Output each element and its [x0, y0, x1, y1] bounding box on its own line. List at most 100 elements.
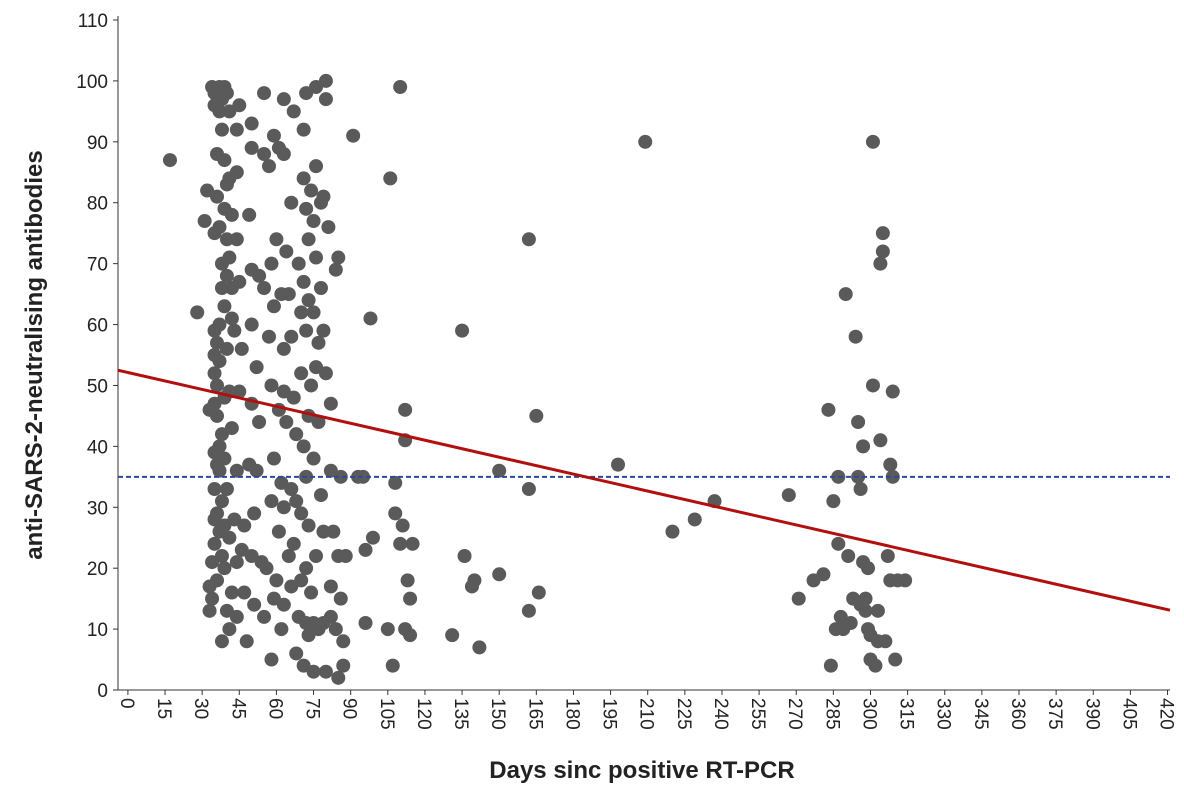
data-point — [521, 482, 536, 496]
data-point — [276, 500, 291, 515]
y-tick-label: 10 — [87, 620, 108, 641]
data-point — [237, 518, 252, 533]
data-point — [328, 622, 343, 637]
data-point — [259, 561, 274, 576]
data-point — [385, 658, 400, 673]
data-point — [229, 555, 244, 570]
data-point — [214, 634, 229, 649]
data-point — [299, 561, 314, 576]
data-point — [781, 488, 796, 503]
data-point — [249, 463, 264, 478]
data-point — [289, 646, 304, 661]
data-point — [318, 664, 333, 679]
data-point — [289, 494, 304, 509]
x-tick-label: 345 — [970, 698, 991, 730]
data-point — [284, 482, 299, 496]
data-point — [269, 232, 284, 247]
data-point — [309, 549, 324, 563]
data-point — [383, 171, 398, 186]
data-point — [286, 390, 301, 405]
data-point — [638, 134, 653, 149]
data-point — [222, 530, 237, 545]
data-point — [284, 195, 299, 210]
data-point — [304, 585, 319, 600]
data-point — [873, 256, 888, 271]
data-point — [210, 189, 225, 204]
data-point — [264, 378, 279, 393]
x-tick-label: 150 — [487, 698, 508, 730]
data-point — [865, 134, 880, 149]
x-tick-label: 195 — [599, 698, 620, 730]
data-point — [212, 439, 227, 454]
data-point — [838, 287, 853, 302]
data-point — [865, 378, 880, 393]
y-tick-label: 80 — [87, 194, 108, 215]
x-tick-label: 225 — [673, 698, 694, 730]
data-point — [823, 658, 838, 673]
x-tick-label: 270 — [784, 698, 805, 730]
data-point — [237, 585, 252, 600]
data-point — [870, 603, 885, 618]
data-point — [214, 494, 229, 509]
data-point — [687, 512, 702, 527]
data-point — [336, 634, 351, 649]
data-point — [299, 201, 314, 216]
data-point — [217, 561, 232, 576]
y-tick-label: 60 — [87, 316, 108, 337]
y-tick-label: 70 — [87, 255, 108, 276]
data-point — [831, 536, 846, 551]
data-point — [222, 622, 237, 637]
data-point — [380, 622, 395, 637]
x-tick-label: 210 — [636, 698, 657, 730]
data-point — [311, 335, 326, 350]
data-point — [234, 341, 249, 356]
data-point — [229, 122, 244, 137]
data-point — [257, 147, 272, 161]
data-point — [264, 494, 279, 509]
data-point — [856, 439, 871, 454]
x-tick-label: 105 — [376, 698, 397, 730]
data-point — [321, 220, 336, 235]
data-point — [467, 573, 482, 588]
data-point — [492, 567, 507, 582]
y-tick-label: 0 — [97, 681, 108, 702]
data-point — [791, 591, 806, 606]
data-point — [306, 451, 321, 466]
x-tick-label: 255 — [747, 698, 768, 730]
data-point — [286, 536, 301, 551]
data-point — [212, 220, 227, 235]
data-point — [279, 415, 294, 429]
data-point — [873, 433, 888, 448]
data-point — [843, 616, 858, 630]
data-point — [861, 561, 876, 576]
x-tick-label: 135 — [450, 698, 471, 730]
data-point — [841, 549, 856, 563]
data-point — [232, 274, 247, 289]
data-point — [264, 652, 279, 667]
data-point — [261, 329, 276, 344]
data-point — [207, 482, 222, 496]
data-point — [848, 329, 863, 344]
data-point — [214, 549, 229, 563]
data-point — [331, 670, 346, 685]
data-point — [205, 591, 220, 606]
data-point — [202, 603, 217, 618]
data-point — [878, 634, 893, 649]
x-tick-label: 15 — [153, 698, 174, 719]
data-point — [858, 603, 873, 618]
data-point — [276, 92, 291, 107]
data-point — [875, 226, 890, 241]
x-tick-label: 60 — [264, 698, 285, 719]
data-point — [885, 469, 900, 484]
data-point — [294, 506, 309, 521]
data-point — [492, 463, 507, 478]
data-point — [229, 609, 244, 624]
data-point — [281, 549, 296, 563]
x-tick-label: 375 — [1044, 698, 1065, 730]
data-point — [665, 524, 680, 539]
data-point — [323, 579, 338, 594]
data-point — [457, 549, 472, 563]
data-point — [358, 542, 373, 557]
x-tick-label: 90 — [339, 698, 360, 719]
